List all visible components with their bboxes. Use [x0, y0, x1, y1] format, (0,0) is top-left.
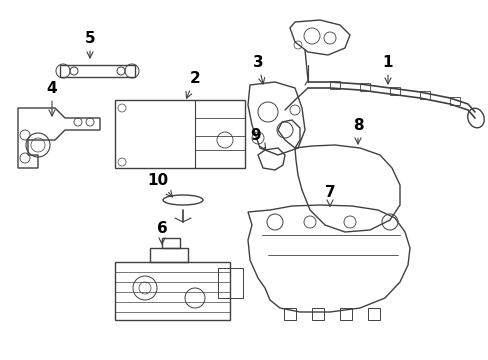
Bar	[115, 100, 244, 168]
Bar	[311, 308, 324, 320]
Text: 10: 10	[147, 172, 172, 197]
Text: 3: 3	[252, 54, 264, 84]
Text: 8: 8	[352, 117, 363, 144]
Text: 9: 9	[250, 127, 265, 150]
Bar	[329, 81, 339, 89]
Bar	[389, 87, 399, 95]
Text: 7: 7	[324, 185, 335, 206]
Bar	[150, 248, 187, 262]
Text: 5: 5	[84, 31, 95, 58]
Bar	[367, 308, 379, 320]
Bar	[218, 268, 243, 298]
Text: 2: 2	[186, 71, 200, 98]
Bar	[339, 308, 351, 320]
Text: 6: 6	[156, 220, 167, 244]
Bar	[359, 83, 369, 91]
Text: 4: 4	[46, 81, 57, 116]
Bar	[419, 91, 429, 99]
Bar	[115, 262, 229, 320]
Text: 1: 1	[382, 54, 392, 84]
Bar	[162, 238, 180, 248]
Bar	[60, 65, 135, 77]
Bar	[284, 308, 295, 320]
Bar	[449, 97, 459, 105]
